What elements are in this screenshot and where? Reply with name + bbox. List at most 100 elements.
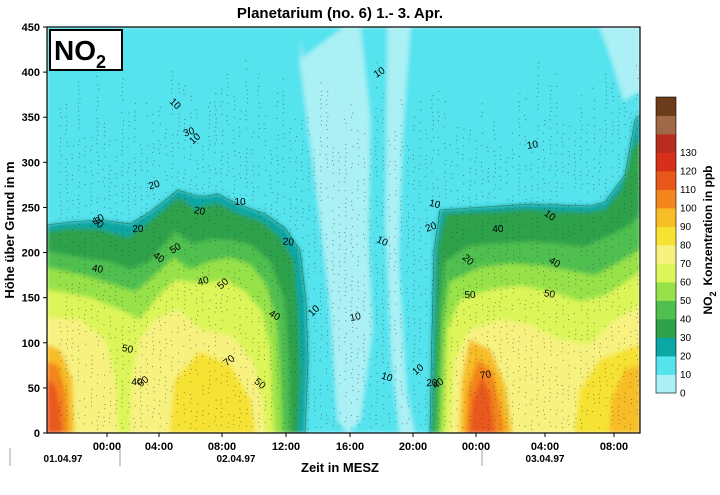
- y-tick-label: 0: [34, 428, 40, 440]
- colorbar-tick-label: 110: [680, 185, 696, 196]
- colorbar-tick-label: 40: [680, 315, 692, 326]
- colorbar-swatch: [656, 356, 676, 375]
- colorbar-swatch: [656, 374, 676, 394]
- colorbar-tick-label: 50: [680, 296, 692, 307]
- colorbar-tick-label: 20: [680, 352, 692, 363]
- y-tick-label: 150: [22, 293, 40, 305]
- concentration-band: [609, 364, 640, 433]
- contour-label: 10: [428, 198, 442, 211]
- concentration-band: [385, 27, 415, 433]
- contour-label: 10: [375, 234, 390, 249]
- date-label: 01.04.97: [44, 454, 83, 465]
- concentration-band: [47, 379, 62, 433]
- colorbar: 0 10 20 30 40 50 60 70 80 90 100 110 120 130: [655, 96, 697, 400]
- colorbar-swatch: [656, 319, 676, 338]
- contour-label: 20: [426, 378, 438, 390]
- contour-label: 10: [91, 212, 106, 227]
- contour-label: 20: [193, 205, 206, 218]
- colorbar-tick-label: 70: [680, 259, 692, 270]
- x-axis-label: Zeit in MESZ: [301, 460, 379, 475]
- colorbar-swatch: [656, 282, 676, 301]
- y-tick-label: 300: [22, 157, 40, 169]
- concentration-band: [599, 27, 640, 101]
- colorbar-tick-label: 0: [680, 389, 686, 400]
- date-row: 01.04.97 02.04.97 03.04.97: [9, 448, 565, 466]
- chart-title: Planetarium (no. 6) 1.- 3. Apr.: [237, 5, 443, 22]
- colorbar-swatch: [656, 226, 676, 246]
- colorbar-swatch: [656, 300, 676, 320]
- no2-badge: NO2: [49, 29, 123, 72]
- y-tick-label: 50: [28, 383, 40, 395]
- colorbar-swatch: [656, 152, 676, 172]
- contour-label: 70: [479, 369, 492, 382]
- contour-label: 20: [147, 179, 161, 193]
- colorbar-swatch: [656, 134, 676, 153]
- contour-label: 10: [234, 197, 246, 208]
- colorbar-swatch: [656, 171, 676, 190]
- colorbar-swatch: [656, 115, 676, 135]
- concentration-band: [299, 27, 373, 433]
- contour-label: 50: [464, 290, 476, 301]
- contour-label: 30: [182, 125, 197, 139]
- x-tick-label: 08:00: [208, 441, 236, 453]
- contour-label: 40: [131, 377, 143, 388]
- badge-main: NO: [54, 35, 96, 66]
- y-tick-label: 200: [22, 248, 40, 260]
- contour-label: 40: [91, 263, 104, 276]
- y-axis: 0 50 100 150 200 250 300 350 400 450: [22, 22, 47, 440]
- svg-text:NO2: NO2: [54, 35, 106, 72]
- colorbar-swatch: [656, 337, 676, 357]
- date-label: 02.04.97: [217, 454, 256, 465]
- colorbar-tick-label: 10: [680, 370, 692, 381]
- x-tick-label: 04:00: [145, 441, 173, 453]
- colorbar-swatch: [656, 189, 676, 209]
- contour-label: 40: [267, 308, 283, 323]
- colorbar-tick-label: 100: [680, 204, 697, 215]
- x-tick-label: 20:00: [399, 441, 427, 453]
- colorbar-tick-label: 60: [680, 278, 692, 289]
- contour-label: 10: [380, 371, 394, 385]
- contour-label: 10: [526, 139, 539, 152]
- contour-label: 40: [492, 224, 504, 236]
- x-tick-label: 12:00: [272, 441, 300, 453]
- colorbar-title-sub: 2: [708, 291, 718, 296]
- x-tick-label: 16:00: [336, 441, 364, 453]
- colorbar-swatch: [656, 97, 676, 116]
- contour-label: 50: [121, 343, 134, 356]
- x-axis: 00:00 04:00 08:00 12:00 16:00 20:00 00:00 04:00…: [93, 433, 628, 453]
- contour-label: 10: [349, 311, 363, 324]
- contour-label: 20: [282, 236, 295, 248]
- contour-label: 40: [197, 275, 211, 289]
- x-tick-label: 00:00: [462, 441, 490, 453]
- measurement-points: [59, 60, 639, 430]
- y-tick-label: 400: [22, 67, 40, 79]
- y-tick-label: 250: [22, 202, 40, 214]
- colorbar-swatch: [656, 245, 676, 264]
- badge-sub: 2: [96, 52, 106, 72]
- colorbar-swatch: [656, 263, 676, 283]
- y-tick-label: 350: [22, 112, 40, 124]
- x-tick-label: 04:00: [531, 441, 559, 453]
- x-tick-label: 08:00: [600, 441, 628, 453]
- colorbar-tick-label: 80: [680, 241, 692, 252]
- colorbar-tick-label: 130: [680, 148, 697, 159]
- concentration-field: [47, 27, 640, 433]
- colorbar-title-main: NO: [701, 297, 715, 315]
- y-tick-label: 100: [22, 338, 40, 350]
- contour-label: 20: [132, 224, 144, 236]
- colorbar-tick-label: 120: [680, 167, 697, 178]
- date-label: 03.04.97: [526, 454, 565, 465]
- contour-label: 40: [547, 255, 563, 270]
- concentration-band: [469, 376, 495, 433]
- colorbar-tick-label: 90: [680, 222, 692, 233]
- contour-label: 50: [543, 288, 556, 301]
- y-axis-label: Höhe über Grund in m: [2, 161, 17, 298]
- colorbar-tick-label: 30: [680, 333, 692, 344]
- x-tick-label: 00:00: [93, 441, 121, 453]
- y-tick-label: 450: [22, 22, 40, 34]
- contour-label: 20: [424, 220, 439, 234]
- colorbar-title: NO2 Konzentration in ppb: [701, 166, 718, 315]
- colorbar-swatch: [656, 208, 676, 227]
